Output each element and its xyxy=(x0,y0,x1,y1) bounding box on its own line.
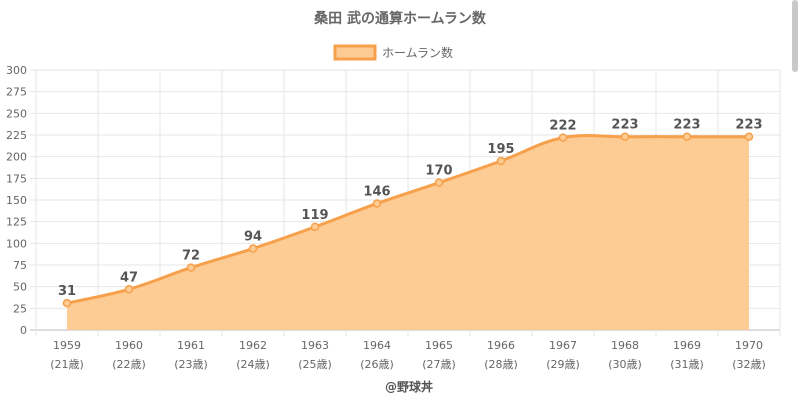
x-tick-age-label: (22歳) xyxy=(112,358,146,371)
chart-title: 桑田 武の通算ホームラン数 xyxy=(314,10,487,27)
x-tick-age-label: (28歳) xyxy=(484,358,518,371)
data-point[interactable] xyxy=(682,132,692,141)
series-area xyxy=(67,135,749,330)
data-label: 94 xyxy=(244,230,262,245)
data-point[interactable] xyxy=(372,199,382,208)
x-tick-label: 1960 xyxy=(115,339,143,352)
x-tick-age-label: (32歳) xyxy=(732,358,766,371)
data-point[interactable] xyxy=(186,263,196,272)
y-tick-label: 175 xyxy=(6,172,27,185)
data-label: 119 xyxy=(301,208,328,223)
data-point[interactable] xyxy=(620,132,630,141)
data-point[interactable] xyxy=(744,132,754,141)
data-label: 170 xyxy=(425,164,452,179)
x-tick-age-label: (29歳) xyxy=(546,358,580,371)
data-point[interactable] xyxy=(124,285,134,294)
y-tick-label: 75 xyxy=(13,259,27,272)
x-tick-age-label: (27歳) xyxy=(422,358,456,371)
data-label: 223 xyxy=(673,118,700,133)
y-tick-label: 125 xyxy=(6,216,27,229)
y-tick-label: 25 xyxy=(13,302,27,315)
data-label: 195 xyxy=(487,142,514,157)
x-tick-age-label: (21歳) xyxy=(50,358,84,371)
x-tick-label: 1963 xyxy=(301,339,329,352)
x-tick-label: 1961 xyxy=(177,339,205,352)
y-tick-label: 275 xyxy=(6,86,27,99)
y-tick-label: 100 xyxy=(6,237,27,250)
credit-text: @野球丼 xyxy=(385,379,433,394)
x-tick-age-label: (25歳) xyxy=(298,358,332,371)
x-tick-label: 1968 xyxy=(611,339,639,352)
y-tick-label: 200 xyxy=(6,151,27,164)
x-tick-label: 1959 xyxy=(53,339,81,352)
data-label: 31 xyxy=(58,284,76,299)
data-point[interactable] xyxy=(558,133,568,142)
y-tick-label: 50 xyxy=(13,281,27,294)
scrollbar[interactable] xyxy=(792,0,798,72)
y-tick-label: 0 xyxy=(20,324,27,337)
x-tick-age-label: (30歳) xyxy=(608,358,642,371)
x-tick-label: 1966 xyxy=(487,339,515,352)
data-label: 223 xyxy=(735,118,762,133)
data-point[interactable] xyxy=(248,244,258,253)
legend-label: ホームラン数 xyxy=(382,45,453,60)
y-tick-label: 150 xyxy=(6,194,27,207)
x-tick-age-label: (26歳) xyxy=(360,358,394,371)
data-label: 222 xyxy=(549,119,576,134)
data-point[interactable] xyxy=(496,156,506,166)
x-tick-label: 1964 xyxy=(363,339,391,352)
data-point[interactable] xyxy=(434,178,444,187)
x-tick-label: 1970 xyxy=(735,339,763,352)
data-label: 47 xyxy=(120,270,138,285)
y-tick-label: 300 xyxy=(6,64,27,77)
y-tick-label: 225 xyxy=(6,129,27,142)
x-tick-label: 1965 xyxy=(425,339,453,352)
legend-swatch xyxy=(333,44,377,61)
data-point[interactable] xyxy=(62,298,72,308)
x-tick-age-label: (31歳) xyxy=(670,358,704,371)
data-label: 223 xyxy=(611,118,638,133)
x-tick-age-label: (23歳) xyxy=(174,358,208,371)
y-tick-label: 250 xyxy=(6,107,27,120)
x-tick-label: 1969 xyxy=(673,339,701,352)
legend[interactable]: ホームラン数 xyxy=(333,44,453,61)
x-tick-label: 1962 xyxy=(239,339,267,352)
data-point[interactable] xyxy=(310,222,320,232)
data-label: 72 xyxy=(182,249,200,264)
x-tick-label: 1967 xyxy=(549,339,577,352)
data-label: 146 xyxy=(363,184,390,199)
x-tick-age-label: (24歳) xyxy=(236,358,270,371)
